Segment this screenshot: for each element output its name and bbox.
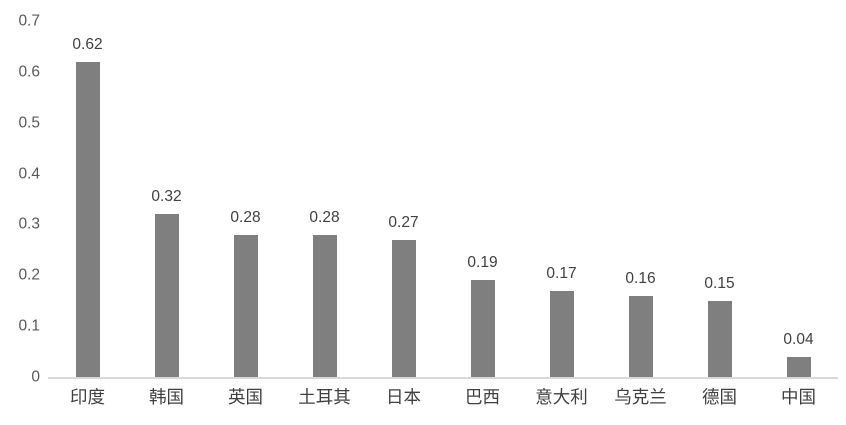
y-axis-tick: 0.4 <box>18 164 40 182</box>
bar-group: 0.19 <box>443 0 522 377</box>
x-axis-label: 土耳其 <box>298 387 351 407</box>
bar <box>312 234 337 377</box>
bar <box>391 239 416 377</box>
bar <box>786 356 811 377</box>
bar <box>75 61 100 377</box>
x-axis-label: 乌克兰 <box>614 387 667 407</box>
x-axis-label: 意大利 <box>535 387 588 407</box>
bar-group: 0.17 <box>522 0 601 377</box>
bar <box>470 280 495 377</box>
x-axis-label: 印度 <box>70 387 105 407</box>
x-axis-label: 中国 <box>781 387 816 407</box>
bar-value-label: 0.19 <box>467 254 498 272</box>
bar-group: 0.16 <box>601 0 680 377</box>
bar <box>628 295 653 377</box>
y-axis-tick: 0.5 <box>18 113 40 131</box>
bar-value-label: 0.28 <box>309 208 340 226</box>
x-axis-label: 巴西 <box>465 387 500 407</box>
bar <box>233 234 258 377</box>
bar-value-label: 0.17 <box>546 264 577 282</box>
bar-group: 0.27 <box>364 0 443 377</box>
x-axis-line <box>48 377 838 379</box>
bar-group: 0.28 <box>206 0 285 377</box>
bar-value-label: 0.62 <box>72 35 103 53</box>
bar <box>154 214 179 377</box>
y-axis-tick: 0.2 <box>18 266 40 284</box>
bar-value-label: 0.32 <box>151 188 182 206</box>
bar-value-label: 0.27 <box>388 213 419 231</box>
bar-group: 0.04 <box>759 0 838 377</box>
x-axis-label: 英国 <box>228 387 263 407</box>
x-axis-label: 日本 <box>386 387 421 407</box>
x-axis-label: 德国 <box>702 387 737 407</box>
bar-value-label: 0.04 <box>783 330 814 348</box>
bar-group: 0.62 <box>48 0 127 377</box>
bar-group: 0.15 <box>680 0 759 377</box>
y-axis-tick: 0.6 <box>18 63 40 81</box>
x-axis-label: 韩国 <box>149 387 184 407</box>
bar <box>549 290 574 377</box>
y-axis-tick: 0 <box>31 368 40 386</box>
y-axis-tick: 0.1 <box>18 317 40 335</box>
bar-group: 0.32 <box>127 0 206 377</box>
plot-area: 0.62 0.32 0.28 0.28 0.27 0.19 0.17 0.16 0.15 0.04 <box>48 0 838 378</box>
bar-group: 0.28 <box>285 0 364 377</box>
bar-value-label: 0.16 <box>625 269 656 287</box>
y-axis-tick: 0.7 <box>18 12 40 30</box>
bar-value-label: 0.15 <box>704 274 735 292</box>
bar-value-label: 0.28 <box>230 208 261 226</box>
bar <box>707 300 732 377</box>
y-axis-tick: 0.3 <box>18 215 40 233</box>
